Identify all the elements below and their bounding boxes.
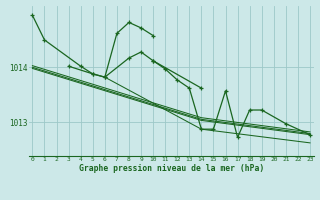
X-axis label: Graphe pression niveau de la mer (hPa): Graphe pression niveau de la mer (hPa) [79,164,264,173]
